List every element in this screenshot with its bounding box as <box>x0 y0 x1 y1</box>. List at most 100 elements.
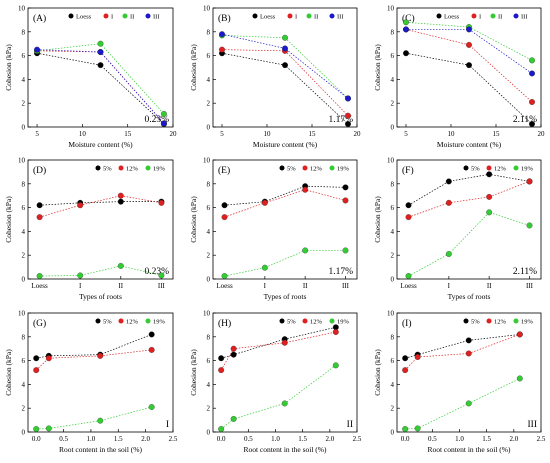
y-tick-label: 8 <box>207 333 211 341</box>
series-line <box>36 334 152 359</box>
data-point <box>158 272 165 279</box>
y-axis-title: Cohesion (kPa) <box>189 349 198 396</box>
series-line <box>404 334 520 371</box>
legend-marker <box>490 13 496 19</box>
x-tick-label: 10 <box>264 130 272 138</box>
panel-annotation: II <box>347 420 353 430</box>
series-line <box>224 250 346 277</box>
y-tick-label: 2 <box>207 405 211 413</box>
data-point <box>33 426 40 432</box>
legend-label: I <box>111 14 113 21</box>
x-tick-label: 5 <box>220 130 224 138</box>
series-line <box>405 29 533 103</box>
plot-frame <box>396 159 542 280</box>
series-line <box>408 181 530 218</box>
legend-label: III <box>153 14 160 21</box>
y-tick-label: 6 <box>391 52 395 60</box>
y-tick-label: 2 <box>207 100 211 108</box>
chart-panel: 0 2 4 6 8 10 5 10 15 20 Moisture content (%) Cohesi… <box>4 5 177 150</box>
x-tick-label: III <box>526 282 534 290</box>
y-tick-label: 2 <box>391 405 395 413</box>
data-point <box>526 222 533 229</box>
y-tick-label: 10 <box>203 310 211 318</box>
data-point <box>402 367 409 374</box>
x-tick-label: 0.0 <box>217 435 226 443</box>
data-point <box>342 197 349 204</box>
x-tick-label: 2.5 <box>169 435 178 443</box>
data-point <box>221 214 228 221</box>
y-tick-label: 10 <box>387 5 395 13</box>
legend-marker <box>436 13 442 19</box>
x-tick-label: Loess <box>216 282 233 290</box>
legend-label: I <box>295 14 297 21</box>
legend-label: II <box>498 14 502 21</box>
data-point <box>148 346 155 353</box>
data-point <box>34 46 41 53</box>
data-point <box>158 199 165 206</box>
legend-marker <box>302 318 308 324</box>
y-tick-label: 10 <box>387 157 395 165</box>
y-tick-label: 6 <box>22 52 26 60</box>
y-tick-label: 0 <box>391 429 395 437</box>
x-tick-label: 20 <box>354 130 362 138</box>
panel-annotation: 0.23% <box>144 115 169 125</box>
legend: 19% 12% 5% <box>463 318 534 326</box>
data-point <box>230 351 237 358</box>
x-tick-label: I <box>79 282 82 290</box>
y-tick-label: 0 <box>391 124 395 132</box>
data-point <box>97 40 104 47</box>
y-tick-label: 2 <box>207 252 211 260</box>
data-point <box>77 202 84 209</box>
data-point <box>445 251 452 257</box>
legend-label: Loess <box>76 14 92 21</box>
data-point <box>282 62 288 69</box>
data-point <box>302 186 309 193</box>
y-tick-label: 8 <box>22 28 26 36</box>
legend-marker <box>302 165 308 171</box>
data-point <box>403 26 409 33</box>
legend-marker <box>95 318 101 324</box>
panel-label: (A) <box>33 13 46 24</box>
data-point <box>33 367 40 374</box>
data-point <box>219 46 225 53</box>
data-point <box>218 426 225 432</box>
data-point <box>516 375 523 382</box>
legend: 19% 12% 5% <box>279 165 350 173</box>
y-tick-label: 10 <box>18 157 26 165</box>
y-tick-label: 4 <box>207 228 211 236</box>
data-point <box>77 272 84 279</box>
series-line <box>221 33 349 99</box>
legend-label: 19% <box>337 319 350 326</box>
x-tick-label: 10 <box>448 130 456 138</box>
legend-marker <box>252 13 258 19</box>
data-point <box>218 367 225 374</box>
legend-label: 5% <box>471 166 480 173</box>
legend-marker <box>463 318 469 324</box>
legend-label: 19% <box>153 319 166 326</box>
x-axis-title: Types of roots <box>448 292 491 301</box>
y-tick-label: 2 <box>391 100 395 108</box>
x-axis-title: Root content in the soil (%) <box>59 445 143 454</box>
data-point <box>148 404 155 410</box>
data-point <box>117 262 124 269</box>
y-tick-label: 10 <box>18 5 26 13</box>
data-point <box>218 355 225 362</box>
panel-label: (H) <box>218 318 231 329</box>
legend-label: 12% <box>126 166 139 173</box>
series-line <box>220 331 336 371</box>
x-tick-label: 5 <box>35 130 39 138</box>
legend-label: 5% <box>471 319 480 326</box>
y-tick-label: 10 <box>203 5 211 13</box>
data-point <box>332 329 339 335</box>
x-axis-title: Moisture content (%) <box>68 140 133 149</box>
y-tick-label: 0 <box>207 429 211 437</box>
legend-label: 19% <box>153 166 166 173</box>
chart-panel: 0 2 4 6 8 10 0.0 0.5 1.0 1.5 2.0 2.5 Root content in… <box>4 310 178 455</box>
x-tick-label: 5 <box>404 130 408 138</box>
legend-marker <box>68 13 74 19</box>
data-point <box>345 95 351 102</box>
legend-label: 19% <box>337 166 350 173</box>
